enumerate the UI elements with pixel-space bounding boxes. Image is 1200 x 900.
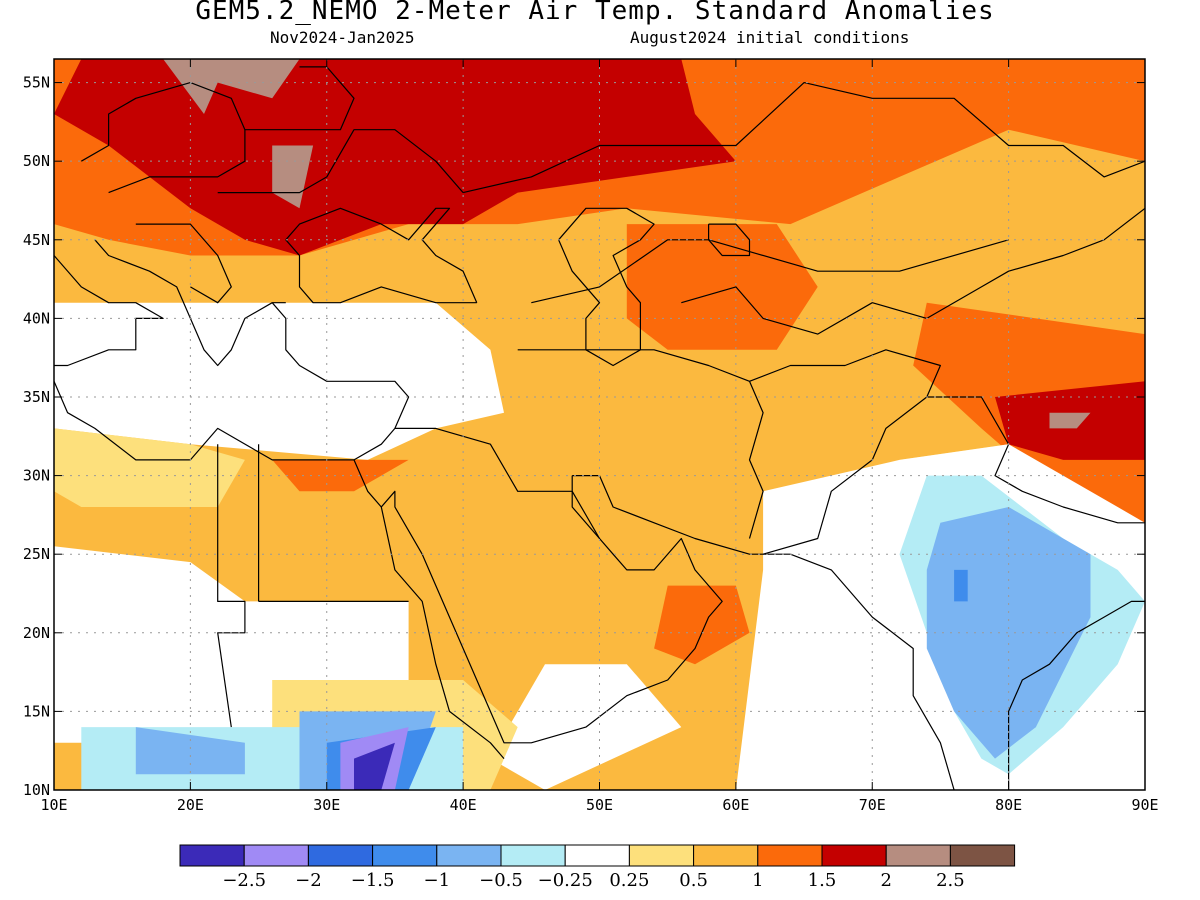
coastline	[81, 81, 246, 194]
lat-tick-label: 30N	[23, 467, 50, 485]
lon-tick-label: 40E	[450, 796, 477, 814]
anomaly-contour-region	[135, 727, 245, 775]
lon-tick-label: 70E	[859, 796, 886, 814]
lat-tick-label: 50N	[23, 152, 50, 170]
chart-title: GEM5.2_NEMO 2-Meter Air Temp. Standard A…	[195, 0, 995, 26]
colorbar-swatch	[693, 844, 759, 867]
coastline	[94, 239, 286, 367]
colorbar-label: 2.5	[936, 870, 965, 891]
coastline	[353, 459, 505, 759]
lon-tick-label: 20E	[177, 796, 204, 814]
forecast-period: Nov2024-Jan2025	[270, 28, 415, 47]
coastline	[380, 475, 723, 744]
coastline	[531, 239, 1009, 304]
anomaly-contour-region	[954, 569, 968, 602]
colorbar-label: −0.25	[538, 870, 593, 891]
anomaly-contour-region	[54, 59, 736, 256]
lat-tick-label: 10N	[23, 781, 50, 799]
colorbar-swatch	[500, 844, 566, 867]
latitude-axis: 10N 15N 20N 25N 30N 35N 40N 45N 50N 55N	[23, 74, 1145, 799]
colorbar-label: 2	[880, 870, 891, 891]
coastline	[394, 427, 601, 539]
colorbar-label: −1.5	[351, 870, 395, 891]
colorbar-label: −2.5	[222, 870, 266, 891]
colorbar-swatch	[564, 844, 630, 867]
lat-tick-label: 45N	[23, 231, 50, 249]
lon-tick-label: 80E	[995, 796, 1022, 814]
lat-tick-label: 20N	[23, 624, 50, 642]
coastline	[217, 444, 246, 728]
anomaly-contour-region	[1049, 412, 1091, 429]
colorbar-swatch	[372, 844, 438, 867]
colorbar-label: 1	[752, 870, 763, 891]
lat-tick-label: 55N	[23, 74, 50, 92]
colorbar-swatch	[307, 844, 374, 867]
initial-conditions: August2024 initial conditions	[630, 28, 910, 47]
colorbar-swatch	[243, 844, 309, 867]
colorbar-label: 0.25	[609, 870, 649, 891]
anomaly-fill-layer	[54, 59, 1145, 790]
colorbar-label: −2	[295, 870, 322, 891]
coastline	[244, 66, 355, 131]
coastline	[54, 255, 164, 367]
lon-tick-label: 10E	[40, 796, 67, 814]
coastline	[285, 239, 477, 304]
lat-tick-label: 35N	[23, 388, 50, 406]
anomaly-contour-region	[163, 59, 300, 114]
lon-tick-label: 60E	[722, 796, 749, 814]
colorbar-swatch	[757, 844, 823, 867]
longitude-axis: 10E 20E 30E 40E 50E 60E 70E 80E 90E	[40, 59, 1159, 814]
anomaly-contour-region	[926, 507, 1091, 759]
coastline	[558, 207, 655, 367]
colorbar-label: 1.5	[808, 870, 837, 891]
coastline	[285, 207, 478, 303]
coastline	[135, 223, 232, 304]
anomaly-contour-region	[54, 428, 245, 507]
coastline	[462, 81, 1145, 194]
coastline	[217, 129, 464, 194]
colorbar-swatch	[949, 844, 1016, 867]
anomaly-contour-region	[354, 742, 395, 790]
anomaly-contour-region	[654, 585, 750, 665]
colorbar-swatch	[179, 844, 245, 867]
lat-tick-label: 40N	[23, 309, 50, 327]
colorbar-label: −1	[424, 870, 451, 891]
anomaly-contour-region	[272, 459, 409, 492]
grid-lines	[54, 59, 1145, 790]
colorbar-swatch	[885, 844, 951, 867]
lon-tick-label: 90E	[1131, 796, 1158, 814]
lon-tick-label: 50E	[586, 796, 613, 814]
lat-tick-label: 15N	[23, 702, 50, 720]
colorbar-swatch	[436, 844, 502, 867]
lat-tick-label: 25N	[23, 545, 50, 563]
anomaly-contour-region	[626, 224, 818, 350]
coastline	[572, 475, 955, 790]
lon-tick-label: 30E	[313, 796, 340, 814]
coastline	[271, 302, 410, 461]
anomaly-contour-region	[54, 302, 504, 460]
colorbar-swatch	[628, 844, 695, 867]
colorbar-label: 0.5	[679, 870, 708, 891]
colorbar-label: −0.5	[479, 870, 523, 891]
colorbar: −2.5 −2 −1.5 −1 −0.5 −0.25 0.25 0.5 1 1.5 2 2.5	[179, 844, 1016, 891]
colorbar-swatch	[821, 844, 887, 867]
